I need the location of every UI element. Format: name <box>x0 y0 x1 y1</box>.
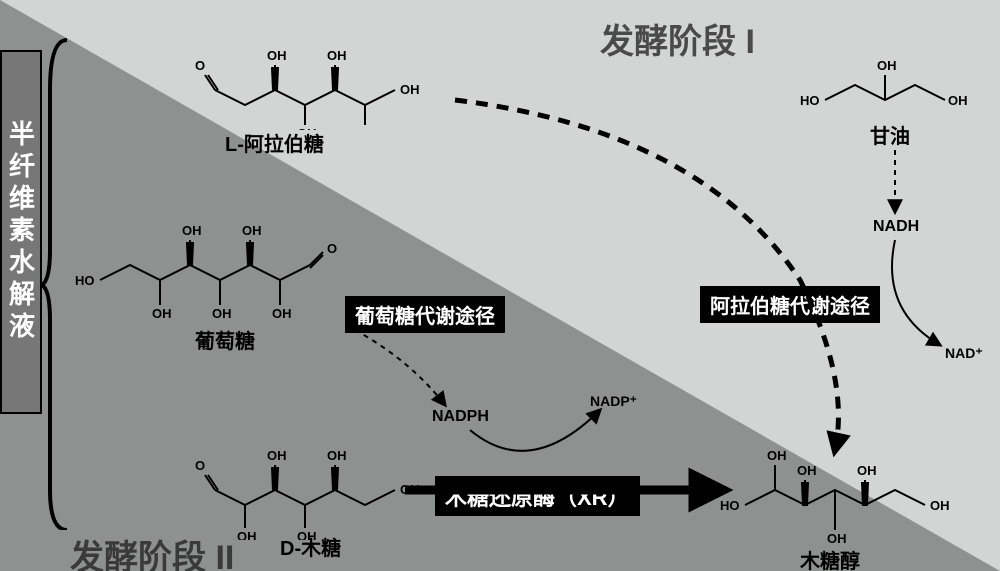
phase-I-label: 发酵阶段 I <box>600 14 755 63</box>
xr-enzyme-box: 木糖还原酶（XR） <box>435 476 640 516</box>
svg-text:HO: HO <box>720 498 740 513</box>
arabinose-pathway-box: 阿拉伯糖代谢途径 <box>700 286 880 323</box>
svg-text:OH: OH <box>767 448 787 463</box>
nadh-label: NADH <box>873 218 919 236</box>
svg-text:O: O <box>195 58 205 73</box>
svg-text:OH: OH <box>877 58 897 73</box>
diagram-canvas: 半纤维素水解液 发酵阶段 I 发酵阶段 II L-阿拉伯糖 甘油 葡萄糖 D-木… <box>0 0 1000 571</box>
svg-text:OH: OH <box>152 306 172 321</box>
xylitol-structure: HO OH OH OH OH OH <box>720 440 980 550</box>
svg-text:OH: OH <box>930 498 950 513</box>
svg-text:OH: OH <box>948 93 968 108</box>
nadp-plus-label: NADP⁺ <box>590 393 637 410</box>
svg-text:OH: OH <box>182 223 202 238</box>
svg-text:OH: OH <box>400 82 420 97</box>
sidebar-title: 半纤维素水解液 <box>3 120 40 344</box>
svg-text:OH: OH <box>272 306 292 321</box>
svg-text:HO: HO <box>75 273 95 288</box>
svg-text:OH: OH <box>267 48 287 63</box>
glucose-structure: HO OH OH OH OH OH O <box>75 205 385 335</box>
d-xylose-structure: OH OH OH OH OH O <box>195 430 455 540</box>
bracket-icon <box>42 30 72 530</box>
l-arabinose-label: L-阿拉伯糖 <box>225 128 324 157</box>
svg-text:OH: OH <box>327 48 347 63</box>
glycerol-structure: HO OH OH <box>800 55 980 125</box>
svg-text:OH: OH <box>237 529 257 540</box>
nad-plus-label: NAD⁺ <box>945 345 983 362</box>
svg-text:OH: OH <box>857 463 877 478</box>
svg-text:O: O <box>327 241 337 256</box>
svg-text:OH: OH <box>242 223 262 238</box>
l-arabinose-structure: OH OH OH OH O <box>195 30 455 130</box>
svg-text:OH: OH <box>267 448 287 463</box>
svg-text:OH: OH <box>212 306 232 321</box>
svg-text:OH: OH <box>827 531 847 546</box>
svg-text:OH: OH <box>297 126 317 130</box>
sidebar-title-box: 半纤维素水解液 <box>0 50 42 414</box>
svg-text:HO: HO <box>800 93 820 108</box>
nadph-label: NADPH <box>432 408 489 426</box>
svg-text:O: O <box>195 458 205 473</box>
svg-text:OH: OH <box>797 463 817 478</box>
svg-text:OH: OH <box>297 529 317 540</box>
svg-text:OH: OH <box>400 482 420 497</box>
svg-text:OH: OH <box>327 448 347 463</box>
